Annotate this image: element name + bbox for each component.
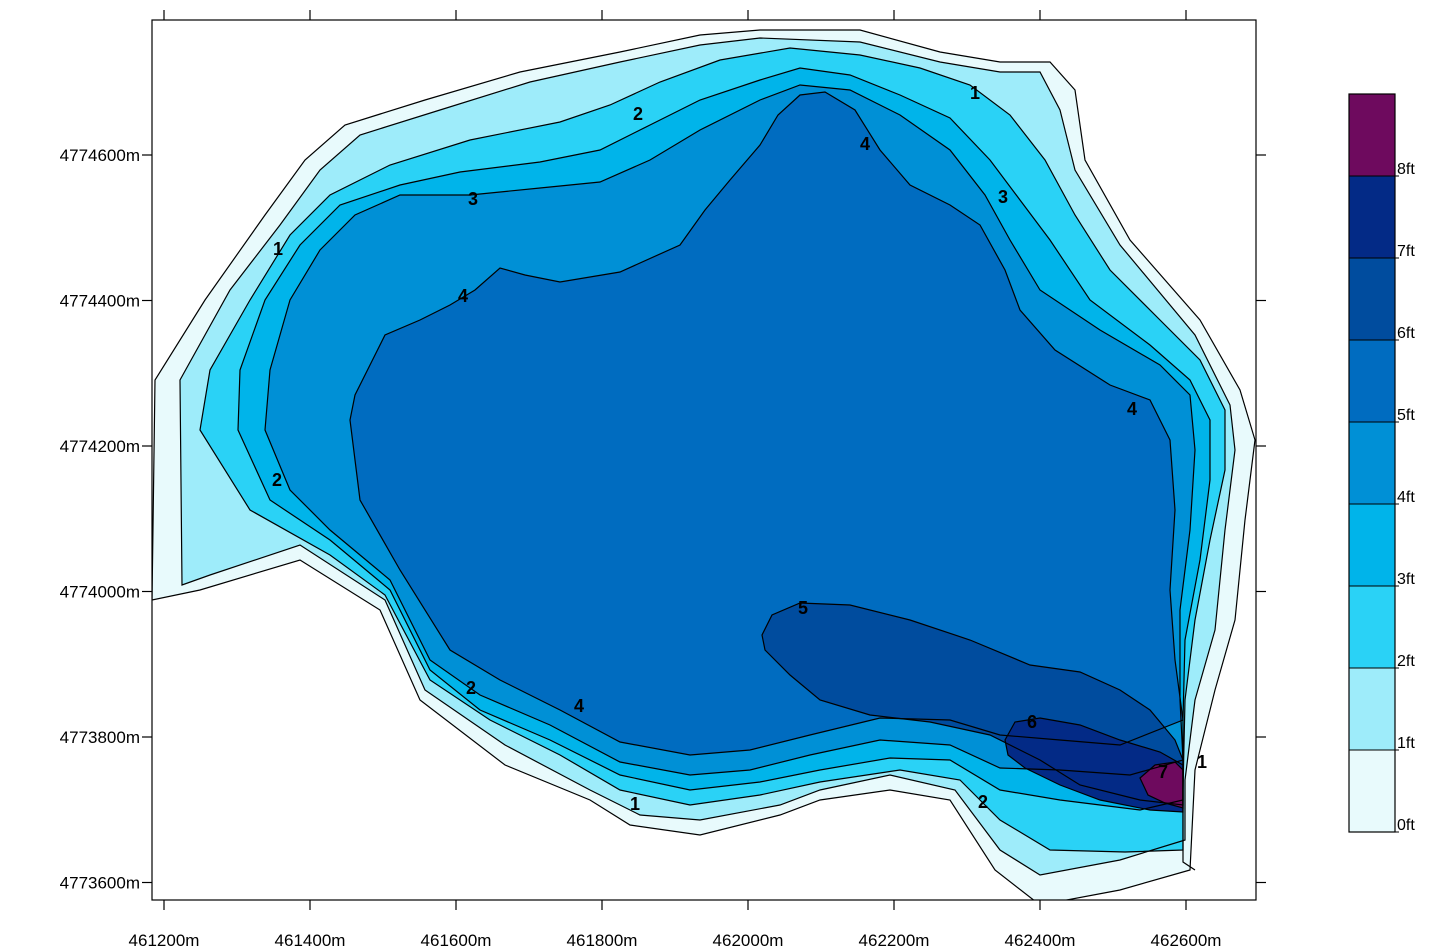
- legend-label: 3ft: [1397, 571, 1415, 588]
- legend-swatch: [1348, 257, 1396, 341]
- y-tick-label: 4774000m: [60, 583, 140, 602]
- contour-label: 7: [1158, 762, 1168, 782]
- y-tick-label: 4773600m: [60, 874, 140, 893]
- contour-line-1ft: [179, 37, 1236, 876]
- contour-label: 5: [798, 598, 808, 618]
- x-tick-label: 461200m: [129, 931, 200, 950]
- x-tick-label: 461400m: [275, 931, 346, 950]
- legend-frame: [1348, 93, 1396, 833]
- x-tick-label: 461800m: [567, 931, 638, 950]
- legend-swatch: [1348, 93, 1396, 177]
- x-tick-label: 462600m: [1151, 931, 1222, 950]
- contour-label: 4: [574, 696, 584, 716]
- contour-label: 3: [468, 189, 478, 209]
- y-tick-label: 4774400m: [60, 292, 140, 311]
- legend-label: 5ft: [1397, 407, 1415, 424]
- legend-label: 1ft: [1397, 735, 1415, 752]
- contour-label: 1: [630, 794, 640, 814]
- x-axis: 461200m 461400m 461600m 461800m 462000m 46220…: [129, 10, 1222, 950]
- legend-label: 2ft: [1397, 653, 1415, 670]
- contour-label: 2: [272, 470, 282, 490]
- legend-swatch: [1348, 749, 1396, 833]
- shoreline-contour: [152, 29, 1256, 900]
- contour-label: 2: [633, 104, 643, 124]
- legend-swatch: [1348, 585, 1396, 669]
- plot-frame: [151, 19, 1257, 901]
- legend-swatch: [1348, 421, 1396, 505]
- depth-bands: [152, 30, 1255, 900]
- contour-line-2ft: [199, 47, 1226, 853]
- y-tick-label: 4774600m: [60, 146, 140, 165]
- y-tick-label: 4773800m: [60, 728, 140, 747]
- contour-label: 1: [273, 239, 283, 259]
- contour-lines: [152, 29, 1256, 900]
- legend-swatch: [1348, 175, 1396, 259]
- contour-labels: 1 1 1 1 2 2 2 2 3 3 4 4 4 4 5 6 7: [272, 83, 1207, 814]
- depth-band-7ft: [1005, 718, 1183, 812]
- depth-legend: 0ft 1ft 2ft 3ft 4ft 5ft 6ft 7ft 8ft: [1348, 93, 1415, 834]
- x-tick-label: 462200m: [859, 931, 930, 950]
- x-tick-label: 462400m: [1005, 931, 1076, 950]
- contour-label: 3: [998, 187, 1008, 207]
- contour-label: 4: [860, 134, 870, 154]
- legend-label: 4ft: [1397, 489, 1415, 506]
- contour-line-4ft-outer: [264, 84, 1196, 776]
- contour-line-4ft: [349, 91, 1184, 756]
- east-shore-segment: [1182, 740, 1196, 871]
- contour-label: 2: [466, 678, 476, 698]
- contour-label: 2: [978, 792, 988, 812]
- legend-swatch: [1348, 667, 1396, 751]
- depth-band-8ft: [1140, 762, 1183, 808]
- y-axis: 4774600m 4774400m 4774200m 4774000m 4773800m…: [60, 146, 1266, 893]
- y-tick-label: 4774200m: [60, 437, 140, 456]
- legend-label: 6ft: [1397, 325, 1415, 342]
- contour-label: 1: [1197, 752, 1207, 772]
- contour-label: 6: [1027, 712, 1037, 732]
- legend-swatch: [1348, 339, 1396, 423]
- contour-line-3ft: [237, 67, 1211, 811]
- x-tick-label: 461600m: [421, 931, 492, 950]
- contour-label: 4: [458, 286, 468, 306]
- legend-label: 7ft: [1397, 243, 1415, 260]
- contour-label: 4: [1127, 399, 1137, 419]
- contour-label: 1: [970, 83, 980, 103]
- x-tick-label: 462000m: [713, 931, 784, 950]
- legend-label: 0ft: [1397, 817, 1415, 834]
- legend-label: 8ft: [1397, 161, 1415, 178]
- depth-band-5ft: [350, 92, 1183, 755]
- legend-swatch: [1348, 503, 1396, 587]
